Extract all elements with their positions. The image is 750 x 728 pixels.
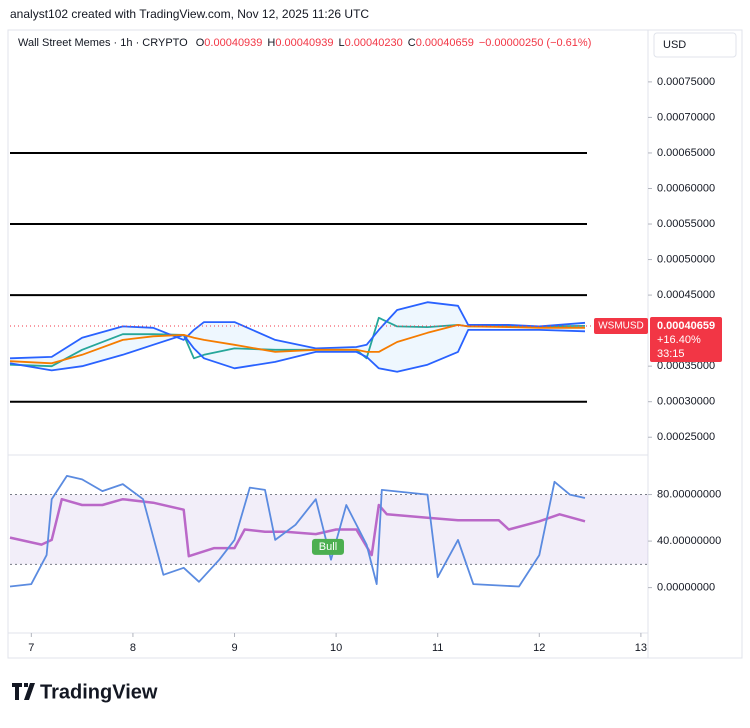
annotation-text: Bull bbox=[319, 541, 337, 553]
series-line bbox=[9, 475, 586, 588]
x-tick-label: 13 bbox=[635, 642, 647, 654]
series-line bbox=[9, 497, 586, 558]
symbol-tag bbox=[594, 317, 648, 334]
ohlc-value: 0.00040659 bbox=[416, 37, 474, 49]
symbol-tag-text: WSMUSD bbox=[598, 321, 644, 332]
legend: Wall Street Memes · 1h · CRYPTO O 0.00040… bbox=[18, 37, 591, 49]
ohlc-label: L bbox=[339, 37, 345, 49]
currency-box[interactable] bbox=[653, 32, 737, 58]
y-tick-label: 0.00065000 bbox=[657, 147, 715, 159]
ohlc-value: 0.00040939 bbox=[204, 37, 262, 49]
logo-icon bbox=[12, 683, 35, 700]
y-tick-label: 40.00000000 bbox=[657, 535, 721, 547]
y-tick-label: 0.00025000 bbox=[657, 431, 715, 443]
price-tag-change: +16.40% bbox=[657, 334, 701, 346]
ohlc-label: C bbox=[408, 37, 416, 49]
y-tick-label: 0.00030000 bbox=[657, 396, 715, 408]
price-tag-countdown: 33:15 bbox=[657, 348, 685, 360]
x-tick-label: 12 bbox=[533, 642, 545, 654]
symbol: Wall Street Memes · 1h · CRYPTO bbox=[18, 37, 188, 49]
currency[interactable]: USD bbox=[663, 39, 686, 51]
bollinger-fill bbox=[10, 302, 586, 372]
y-tick-label: 0.00070000 bbox=[657, 111, 715, 123]
series-line bbox=[9, 301, 586, 360]
price-tag-price: 0.00040659 bbox=[657, 320, 715, 332]
y-tick-label: 80.00000000 bbox=[657, 488, 721, 500]
x-tick-label: 7 bbox=[28, 642, 34, 654]
series-line bbox=[9, 329, 586, 373]
price-tag bbox=[650, 316, 722, 362]
y-tick-label: 0.00050000 bbox=[657, 253, 715, 265]
logo: TradingView bbox=[12, 681, 158, 703]
y-tick-label: 0.00075000 bbox=[657, 76, 715, 88]
ohlc-value: 0.00040939 bbox=[275, 37, 333, 49]
y-tick-label: 0.00035000 bbox=[657, 360, 715, 372]
y-tick-label: 0.00045000 bbox=[657, 289, 715, 301]
x-tick-label: 8 bbox=[130, 642, 136, 654]
logo-text: TradingView bbox=[40, 681, 158, 703]
ohlc-label: O bbox=[196, 37, 205, 49]
x-tick-label: 11 bbox=[432, 642, 443, 654]
y-tick-label: 0.00060000 bbox=[657, 182, 715, 194]
annotation-box bbox=[311, 538, 344, 555]
ohlc-label: H bbox=[267, 37, 275, 49]
attribution: analyst102 created with TradingView.com,… bbox=[10, 7, 369, 21]
change: −0.00000250 (−0.61%) bbox=[479, 37, 592, 49]
x-tick-label: 10 bbox=[330, 642, 342, 654]
ohlc-value: 0.00040230 bbox=[345, 37, 403, 49]
series-line bbox=[9, 324, 585, 365]
frame bbox=[7, 29, 743, 659]
y-tick-label: 0.00055000 bbox=[657, 218, 715, 230]
x-tick-label: 9 bbox=[231, 642, 237, 654]
y-tick-label: 0.00000000 bbox=[657, 582, 715, 594]
